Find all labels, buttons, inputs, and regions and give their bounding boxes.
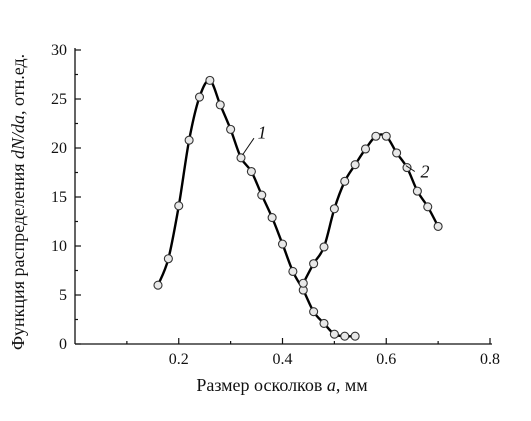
series-1-point (174, 201, 184, 211)
series-1-point (309, 307, 319, 317)
y-tick-label: 5 (59, 287, 67, 304)
series-1-point (246, 166, 256, 177)
series-1-leader (242, 137, 255, 156)
series-2-point (298, 278, 308, 288)
series-1-point (184, 135, 194, 145)
y-tick-label: 30 (51, 42, 67, 59)
series-2-point (329, 204, 339, 214)
series-2-label: 2 (420, 162, 429, 182)
series-1-point (163, 254, 173, 264)
series-2-point (309, 259, 319, 269)
series-1-point (277, 239, 288, 249)
series-1-point (215, 100, 225, 110)
series-2-point (319, 242, 329, 252)
series-2-point (381, 131, 391, 141)
series-2-point (433, 221, 443, 231)
x-tick-label: 0.2 (169, 351, 189, 368)
series-2-point (402, 163, 412, 173)
series-2-point (360, 144, 371, 154)
series-1-point (194, 92, 205, 102)
series-2-leader (405, 165, 416, 172)
series-1-point (236, 153, 246, 163)
series-1-point (257, 190, 267, 200)
series-1-point (226, 124, 236, 134)
y-tick-label: 20 (51, 140, 67, 157)
series-2-point (340, 176, 350, 186)
x-tick-label: 0.4 (273, 351, 293, 368)
series-1-point (340, 331, 350, 341)
series-2-point (371, 131, 381, 141)
series-1-point (329, 329, 339, 339)
markers (153, 75, 443, 341)
series-2-line (302, 133, 440, 285)
series-1-point (205, 75, 215, 85)
series-1-line (156, 79, 357, 338)
series-1-label: 1 (258, 122, 267, 142)
series-2-point (350, 160, 360, 170)
x-tick-label: 0.8 (480, 351, 500, 368)
series-1-point (267, 213, 277, 223)
series-1-point (350, 331, 360, 341)
series-1-point (153, 280, 163, 290)
y-tick-label: 10 (51, 238, 67, 255)
series-labels: 12 (242, 122, 429, 182)
y-tick-label: 0 (59, 336, 67, 353)
series-2-point (392, 148, 402, 158)
series-2-point (412, 186, 422, 196)
y-tick-label: 25 (51, 91, 67, 108)
series-1-point (288, 266, 298, 277)
axes: 0.2 0.4 0.6 0.8 0 5 10 15 20 25 30 (51, 42, 500, 368)
y-axis-title: Функция распределения dN/da, отн.ед. (8, 54, 28, 350)
y-tick-label: 15 (51, 189, 67, 206)
curves (156, 79, 440, 338)
x-axis-title: Размер осколков a, мм (196, 375, 367, 395)
x-tick-label: 0.6 (376, 351, 396, 368)
series-1-point (319, 318, 329, 328)
series-2-point (423, 202, 433, 212)
